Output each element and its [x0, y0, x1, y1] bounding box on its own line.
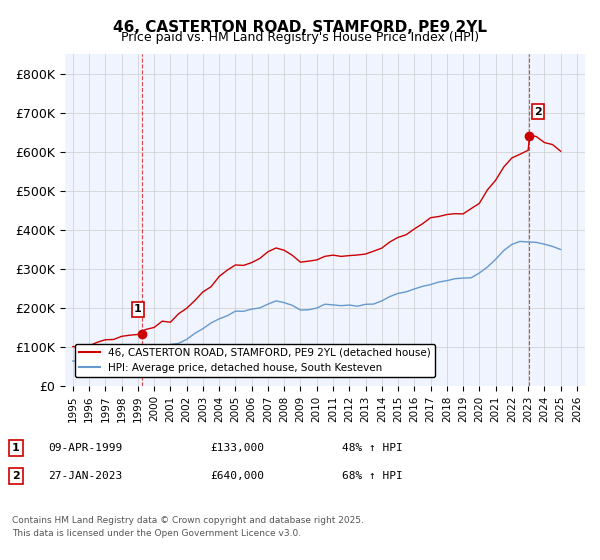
Text: 1: 1 [12, 443, 20, 453]
Text: 68% ↑ HPI: 68% ↑ HPI [342, 471, 403, 481]
Text: 09-APR-1999: 09-APR-1999 [48, 443, 122, 453]
Text: Contains HM Land Registry data © Crown copyright and database right 2025.
This d: Contains HM Land Registry data © Crown c… [12, 516, 364, 538]
Text: 27-JAN-2023: 27-JAN-2023 [48, 471, 122, 481]
Text: 46, CASTERTON ROAD, STAMFORD, PE9 2YL: 46, CASTERTON ROAD, STAMFORD, PE9 2YL [113, 20, 487, 35]
Text: 1: 1 [134, 304, 142, 314]
Text: £133,000: £133,000 [210, 443, 264, 453]
Legend: 46, CASTERTON ROAD, STAMFORD, PE9 2YL (detached house), HPI: Average price, deta: 46, CASTERTON ROAD, STAMFORD, PE9 2YL (d… [75, 343, 436, 377]
Text: 2: 2 [534, 106, 542, 116]
Text: 48% ↑ HPI: 48% ↑ HPI [342, 443, 403, 453]
Text: Price paid vs. HM Land Registry's House Price Index (HPI): Price paid vs. HM Land Registry's House … [121, 31, 479, 44]
Text: £640,000: £640,000 [210, 471, 264, 481]
Text: 2: 2 [12, 471, 20, 481]
